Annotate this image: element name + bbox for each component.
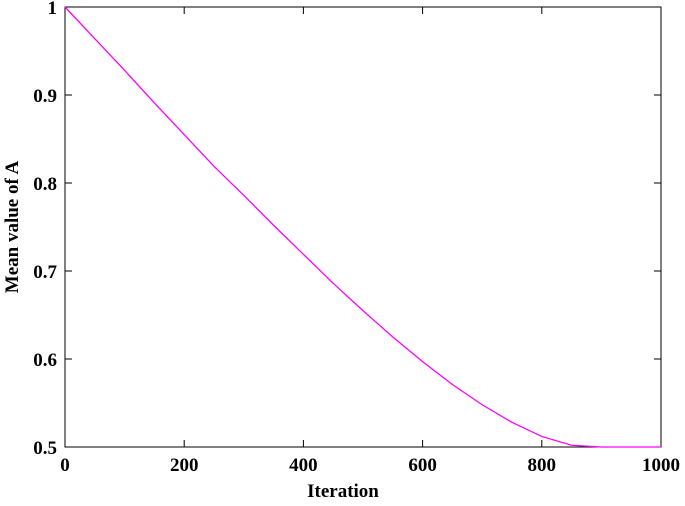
x-tick-label: 1000: [642, 455, 680, 476]
x-tick-label: 0: [60, 455, 70, 476]
x-tick-label: 600: [408, 455, 437, 476]
data-line: [64, 6, 661, 448]
plot-frame: [64, 6, 662, 448]
y-tick-label: 1: [48, 0, 58, 19]
y-tick-label: 0.8: [33, 174, 57, 195]
x-axis-label: Iteration: [307, 481, 379, 502]
x-tick-label: 400: [289, 455, 318, 476]
x-tick-label: 200: [170, 455, 199, 476]
y-tick-label: 0.7: [33, 262, 57, 283]
y-tick-label: 0.9: [33, 86, 57, 107]
y-tick-label: 0.6: [33, 350, 57, 371]
x-tick-label: 800: [528, 455, 557, 476]
y-tick-label: 0.5: [33, 438, 57, 459]
y-axis-label: Mean value of A: [2, 160, 23, 293]
